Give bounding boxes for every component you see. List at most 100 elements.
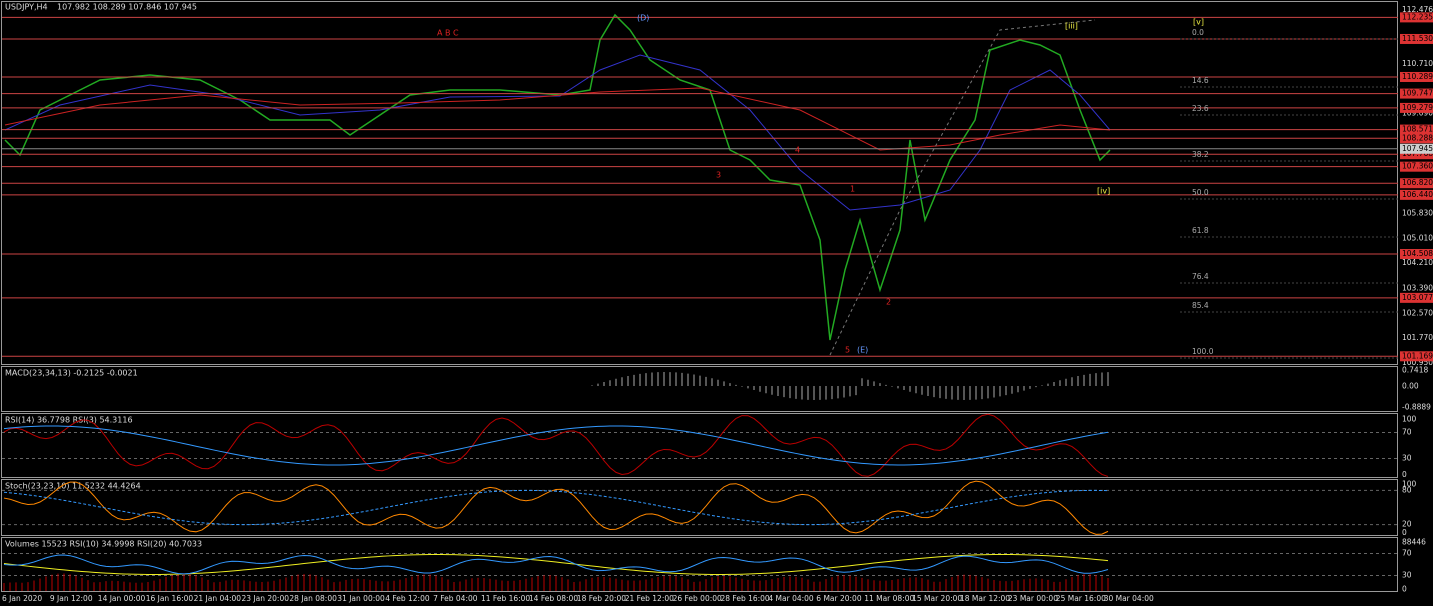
quote: 107.982 108.289 107.846 107.945	[57, 3, 197, 12]
wave-label: [iii]	[1065, 22, 1078, 31]
price-label: 102.570	[1402, 308, 1433, 317]
panel-frames	[1, 1, 1398, 592]
date-label: 7 Feb 04:00	[433, 594, 478, 603]
wave-label: 3	[716, 171, 721, 180]
scale-label: 88446	[1402, 538, 1426, 547]
date-label: 25 Mar 16:00	[1056, 594, 1106, 603]
price-tag	[1400, 249, 1433, 260]
price-label: 105.830	[1402, 209, 1433, 218]
price-label: 112.476	[1402, 5, 1433, 14]
price-label: 101.169	[1402, 351, 1433, 360]
date-label: 11 Mar 08:00	[864, 594, 914, 603]
price-label: 111.530	[1402, 34, 1433, 43]
wave-label: 1	[850, 185, 855, 194]
price-label: 106.820	[1402, 178, 1433, 187]
panel-title: Volumes 15523 RSI(10) 34.9998 RSI(20) 40…	[5, 540, 202, 549]
wave-label: 4	[795, 146, 800, 155]
price-tag	[1400, 33, 1433, 44]
price-tag	[1400, 351, 1433, 362]
scale-label: 70	[1402, 549, 1412, 558]
wave-label: 5	[845, 346, 850, 355]
symbol: USDJPY,H4	[5, 3, 48, 12]
scale-label: 20	[1402, 520, 1412, 529]
price-label: 109.090	[1402, 109, 1433, 118]
scale-label: 0.00	[1402, 382, 1419, 391]
date-label: 31 Jan 00:00	[337, 594, 385, 603]
fib-label: 23.6	[1192, 104, 1209, 113]
date-label: 9 Jan 12:00	[50, 594, 93, 603]
price-label: 106.440	[1402, 190, 1433, 199]
date-label: 23 Jan 20:00	[242, 594, 290, 603]
date-label: 28 Feb 16:00	[721, 594, 770, 603]
wave-label: [v]	[1193, 18, 1204, 27]
price-label: 110.710	[1402, 59, 1433, 68]
price-label: 109.747	[1402, 89, 1433, 98]
price-tag	[1400, 71, 1433, 82]
price-label: 100.950	[1402, 358, 1433, 367]
fib-label: 0.0	[1192, 28, 1204, 37]
price-label: 105.010	[1402, 234, 1433, 243]
wave-label: (D)	[637, 14, 649, 23]
fib-label: 38.2	[1192, 150, 1209, 159]
date-label: 16 Jan 16:00	[146, 594, 194, 603]
scale-label: 80	[1402, 485, 1412, 494]
scale-label: 0	[1402, 584, 1407, 593]
fib-label: 76.4	[1192, 272, 1209, 281]
date-label: 6 Mar 20:00	[816, 594, 862, 603]
panel-title: MACD(23,34,13) -0.2125 -0.0021	[5, 369, 138, 378]
wave-label: (E)	[857, 346, 868, 355]
price-label: 108.288	[1402, 133, 1433, 142]
fib-label: 50.0	[1192, 188, 1209, 197]
scale-label: 0	[1402, 528, 1407, 537]
price-label: 101.770	[1402, 333, 1433, 342]
date-label: 18 Feb 20:00	[577, 594, 626, 603]
price-tag	[1400, 292, 1433, 303]
wave-label: [iv]	[1097, 187, 1110, 196]
current-tag	[1400, 143, 1433, 154]
osc-line	[3, 480, 1109, 535]
wave-label: A B C	[437, 29, 459, 38]
scale-label: 30	[1402, 454, 1412, 463]
scale-label: 0	[1402, 470, 1407, 479]
date-label: 18 Mar 12:00	[960, 594, 1010, 603]
current-price: 107.945	[1402, 144, 1433, 153]
price-tag	[1400, 178, 1433, 189]
fib-label: 61.8	[1192, 226, 1209, 235]
date-label: 28 Jan 08:00	[289, 594, 337, 603]
scale-label: 0.7418	[1402, 366, 1428, 375]
price-tag	[1400, 12, 1433, 23]
fib-label: 14.6	[1192, 76, 1209, 85]
date-label: 4 Mar 04:00	[768, 594, 814, 603]
price-label: 109.279	[1402, 103, 1433, 112]
date-label: 30 Mar 04:00	[1104, 594, 1154, 603]
price-label: 110.289	[1402, 72, 1433, 81]
price-label: 104.210	[1402, 258, 1433, 267]
date-label: 4 Feb 12:00	[385, 594, 430, 603]
wave-label: 2	[886, 298, 891, 307]
date-label: 11 Feb 16:00	[481, 594, 530, 603]
scale-label: 30	[1402, 571, 1412, 580]
scale-label: 100	[1402, 480, 1417, 489]
date-label: 14 Jan 00:00	[98, 594, 146, 603]
price-tag	[1400, 149, 1433, 160]
panel-title: Stoch(23,23,10) 11.5232 44.4264	[5, 482, 141, 491]
osc-line	[3, 425, 1109, 466]
price-label: 103.077	[1402, 293, 1433, 302]
date-label: 23 Mar 00:00	[1008, 594, 1058, 603]
date-label: 6 Jan 2020	[2, 594, 42, 603]
price-tag	[1400, 124, 1433, 135]
price-tag	[1400, 189, 1433, 200]
panel-title: RSI(14) 36.7798 RSI(3) 54.3116	[5, 416, 133, 425]
price-label: 103.390	[1402, 283, 1433, 292]
price-tag	[1400, 102, 1433, 113]
date-label: 15 Mar 20:00	[912, 594, 962, 603]
date-label: 14 Feb 08:00	[529, 594, 578, 603]
date-label: 26 Feb 00:00	[673, 594, 722, 603]
osc-line	[3, 489, 1109, 526]
price-tag	[1400, 133, 1433, 144]
price-tag	[1400, 88, 1433, 99]
osc-line	[3, 413, 1109, 477]
scale-label: -0.8889	[1402, 402, 1431, 411]
